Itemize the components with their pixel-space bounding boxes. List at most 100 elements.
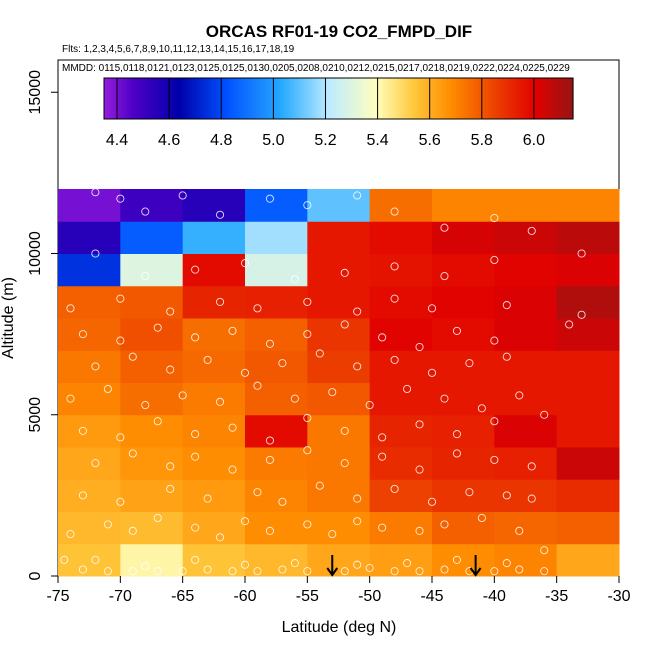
colorbar-swatch xyxy=(118,78,123,119)
heatmap-cell xyxy=(432,414,495,448)
heatmap-cell xyxy=(494,511,558,545)
observation-point xyxy=(78,565,87,574)
colorbar-swatch xyxy=(446,78,451,119)
colorbar-swatch xyxy=(335,78,340,119)
heatmap-cell xyxy=(120,253,184,287)
observation-point xyxy=(353,494,362,503)
colorbar-swatch xyxy=(194,78,199,119)
observation-point xyxy=(191,452,200,461)
heatmap-cell xyxy=(432,253,495,287)
colorbar-swatch xyxy=(400,78,404,119)
colorbar-swatch xyxy=(203,78,208,119)
observation-point xyxy=(427,304,437,313)
heatmap-cell xyxy=(58,253,121,287)
observation-point xyxy=(490,336,499,345)
observation-point xyxy=(290,275,299,284)
heatmap-cell xyxy=(120,221,184,254)
y-tick-label: 10000 xyxy=(27,231,44,276)
heatmap-cell xyxy=(182,350,246,383)
observation-point xyxy=(278,565,287,574)
observation-point xyxy=(128,449,137,458)
colorbar-swatch xyxy=(549,78,554,119)
y-tick-label: 15000 xyxy=(27,70,44,115)
heatmap-cells xyxy=(58,189,620,577)
observation-point xyxy=(515,391,524,400)
heatmap-cell xyxy=(58,350,121,383)
x-tick-label: -65 xyxy=(171,588,194,605)
colorbar-swatch xyxy=(253,78,258,119)
observation-point xyxy=(153,567,162,576)
colorbar-swatch xyxy=(209,78,214,119)
colorbar-swatch xyxy=(373,78,378,119)
colorbar-swatch xyxy=(282,78,287,119)
colorbar-swatch xyxy=(265,78,269,119)
colorbar-swatch xyxy=(168,78,173,119)
colorbar-swatch xyxy=(411,78,416,119)
heatmap-cell xyxy=(556,318,620,351)
colorbar-swatch xyxy=(353,78,357,119)
colorbar-swatch xyxy=(408,78,413,119)
colorbar-swatch xyxy=(174,78,178,119)
colorbar-swatch xyxy=(156,78,161,119)
heatmap-cell xyxy=(245,382,308,416)
observation-point xyxy=(228,567,237,576)
heatmap-cell xyxy=(182,447,246,480)
observation-point xyxy=(78,330,87,339)
colorbar-swatch xyxy=(315,78,319,119)
colorbar-swatch xyxy=(197,78,202,119)
colorbar-swatch xyxy=(561,78,565,119)
colorbar-swatch xyxy=(464,78,469,119)
observation-point xyxy=(440,272,449,281)
heatmap-cell xyxy=(245,511,308,545)
heatmap-cell xyxy=(58,189,121,222)
heatmap-cell xyxy=(369,511,433,545)
colorbar-swatch xyxy=(473,78,477,119)
colorbar-swatch xyxy=(121,78,126,119)
heatmap-cell xyxy=(432,318,495,351)
heatmap-cell xyxy=(369,285,433,319)
heatmap-cell xyxy=(432,285,495,319)
observation-point xyxy=(390,567,399,576)
heatmap-cell xyxy=(245,543,308,577)
colorbar-swatch xyxy=(382,78,386,119)
x-tick-label: -45 xyxy=(420,588,443,605)
observation-points xyxy=(60,188,586,576)
heatmap-cell xyxy=(307,414,371,448)
observation-point xyxy=(290,559,299,568)
heatmap-cell xyxy=(307,350,371,383)
colorbar-swatch xyxy=(189,78,193,119)
heatmap-cell xyxy=(556,189,620,222)
colorbar-swatch xyxy=(370,78,375,119)
x-tick-label: -70 xyxy=(109,588,132,605)
colorbar-swatch xyxy=(487,78,492,119)
observation-point xyxy=(465,488,474,497)
colorbar-swatch xyxy=(432,78,436,119)
observation-point xyxy=(315,349,324,358)
colorbar-swatch xyxy=(274,78,278,119)
colorbar-swatch xyxy=(153,78,158,119)
observation-point xyxy=(515,526,524,535)
observation-point xyxy=(128,352,137,361)
observation-point xyxy=(315,481,324,490)
observation-point xyxy=(527,462,536,471)
colorbar-swatch xyxy=(104,78,108,119)
observation-point xyxy=(353,560,362,569)
colorbar-swatch xyxy=(344,78,348,119)
colorbar-swatch xyxy=(493,78,498,119)
observation-point xyxy=(203,355,212,364)
observation-point xyxy=(265,436,274,445)
observation-point xyxy=(91,555,100,564)
observation-point xyxy=(440,520,449,529)
heatmap-cell xyxy=(120,285,184,319)
observation-point xyxy=(141,272,150,281)
observation-point xyxy=(353,307,362,316)
dates-subtitle: MMDD: 0115,0118,0121,0123,0125,0125,0130… xyxy=(62,63,570,74)
heatmap-cell xyxy=(58,414,121,448)
observation-point xyxy=(340,320,349,329)
colorbar-swatch xyxy=(429,78,433,119)
heatmap-cell xyxy=(494,318,558,351)
colorbar-swatch xyxy=(147,78,152,119)
heatmap-cell xyxy=(182,414,246,448)
observation-point xyxy=(477,404,486,413)
observation-point xyxy=(128,526,137,535)
